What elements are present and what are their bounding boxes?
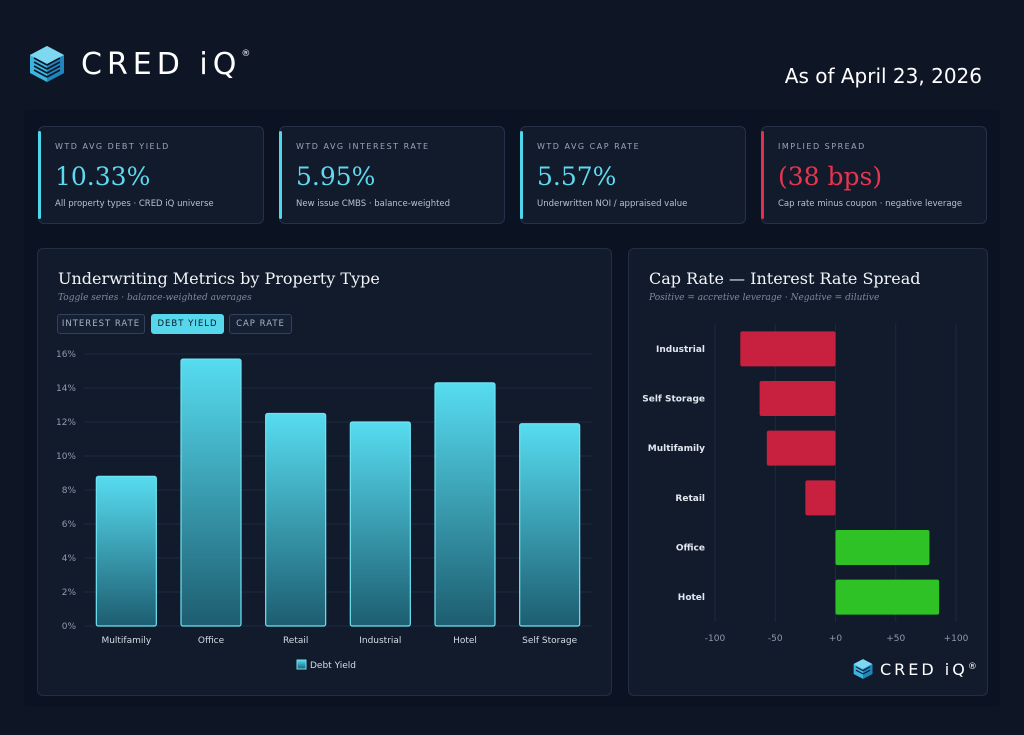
cube-logo-icon: [853, 659, 873, 679]
y-tick-label: 4%: [62, 554, 77, 564]
kpi-label: WTD AVG CAP RATE: [537, 142, 641, 151]
footer-brand-name: CRED iQ®: [880, 659, 977, 679]
toggle-cap-rate[interactable]: CAP RATE: [229, 314, 292, 334]
toggle-interest-rate[interactable]: INTEREST RATE: [57, 314, 145, 334]
x-tick-label: Self Storage: [522, 636, 577, 646]
spread-bar-retail: [805, 480, 836, 516]
spread-bar-hotel: [835, 579, 940, 615]
y-tick-label: 10%: [56, 452, 76, 462]
legend-swatch: [296, 659, 307, 670]
x-tick-label: Multifamily: [101, 636, 151, 646]
kpi-value: 10.33%: [55, 162, 151, 191]
bar-office: [180, 358, 242, 627]
y-tick-label: 14%: [56, 384, 76, 394]
x-tick-label: Retail: [283, 636, 308, 646]
y-tick-label: Hotel: [678, 593, 705, 603]
kpi-value: (38 bps): [778, 162, 883, 191]
kpi-subtext: All property types · CRED iQ universe: [55, 199, 214, 209]
kpi-subtext: Cap rate minus coupon · negative leverag…: [778, 199, 963, 209]
x-tick-label: Hotel: [453, 636, 477, 646]
card-subtitle: Positive = accretive leverage · Negative…: [649, 293, 880, 303]
kpi-label: WTD AVG DEBT YIELD: [55, 142, 170, 151]
kpi-implied-spread: IMPLIED SPREAD (38 bps) Cap rate minus c…: [761, 126, 987, 224]
y-tick-label: Self Storage: [642, 395, 705, 405]
y-tick-label: 6%: [62, 520, 77, 530]
spread-bar-industrial: [740, 331, 836, 367]
y-tick-label: Office: [676, 544, 705, 554]
kpi-debt-yield: WTD AVG DEBT YIELD 10.33% All property t…: [38, 126, 264, 224]
card-title: Underwriting Metrics by Property Type: [58, 269, 380, 288]
y-tick-label: 12%: [56, 418, 76, 428]
y-tick-label: Multifamily: [648, 444, 705, 454]
bar-industrial: [349, 421, 411, 627]
y-tick-label: Retail: [675, 494, 705, 504]
kpi-value: 5.95%: [296, 162, 376, 191]
kpi-cap-rate: WTD AVG CAP RATE 5.57% Underwritten NOI …: [520, 126, 746, 224]
card-title: Cap Rate — Interest Rate Spread: [649, 269, 921, 288]
kpi-label: IMPLIED SPREAD: [778, 142, 866, 151]
footer-brand-logo: CRED iQ®: [852, 656, 977, 682]
kpi-label: WTD AVG INTEREST RATE: [296, 142, 430, 151]
x-tick-label: +0: [829, 634, 843, 644]
card-subtitle: Toggle series · balance-weighted average…: [58, 293, 252, 303]
y-tick-label: 0%: [62, 622, 77, 632]
y-tick-label: 16%: [56, 350, 76, 360]
bar-self-storage: [519, 423, 581, 627]
bar-retail: [265, 412, 327, 627]
spread-chart-card: Cap Rate — Interest Rate Spread Positive…: [628, 248, 988, 696]
brand-logo: CRED iQ®: [27, 44, 250, 84]
x-tick-label: -50: [768, 634, 783, 644]
kpi-interest-rate: WTD AVG INTEREST RATE 5.95% New issue CM…: [279, 126, 505, 224]
spread-bar-office: [835, 530, 930, 565]
spread-bar-self-storage: [759, 381, 836, 416]
x-tick-label: -100: [705, 634, 726, 644]
kpi-subtext: Underwritten NOI / appraised value: [537, 199, 688, 209]
brand-name: CRED iQ®: [81, 46, 251, 82]
kpi-subtext: New issue CMBS · balance-weighted: [296, 199, 451, 209]
toggle-debt-yield[interactable]: DEBT YIELD: [151, 314, 224, 334]
y-tick-label: 2%: [62, 588, 77, 598]
spread-bar-multifamily: [766, 430, 836, 466]
y-tick-label: 8%: [62, 486, 77, 496]
y-tick-label: Industrial: [656, 345, 705, 355]
legend-label: Debt Yield: [310, 661, 356, 671]
bar-hotel: [434, 382, 496, 627]
kpi-value: 5.57%: [537, 162, 617, 191]
bar-multifamily: [95, 475, 157, 627]
x-tick-label: +50: [886, 634, 905, 644]
x-tick-label: Industrial: [359, 636, 401, 646]
as-of-date: As of April 23, 2026: [784, 64, 982, 88]
x-tick-label: +100: [944, 634, 969, 644]
cube-logo-icon: [30, 46, 64, 82]
x-tick-label: Office: [198, 636, 225, 646]
